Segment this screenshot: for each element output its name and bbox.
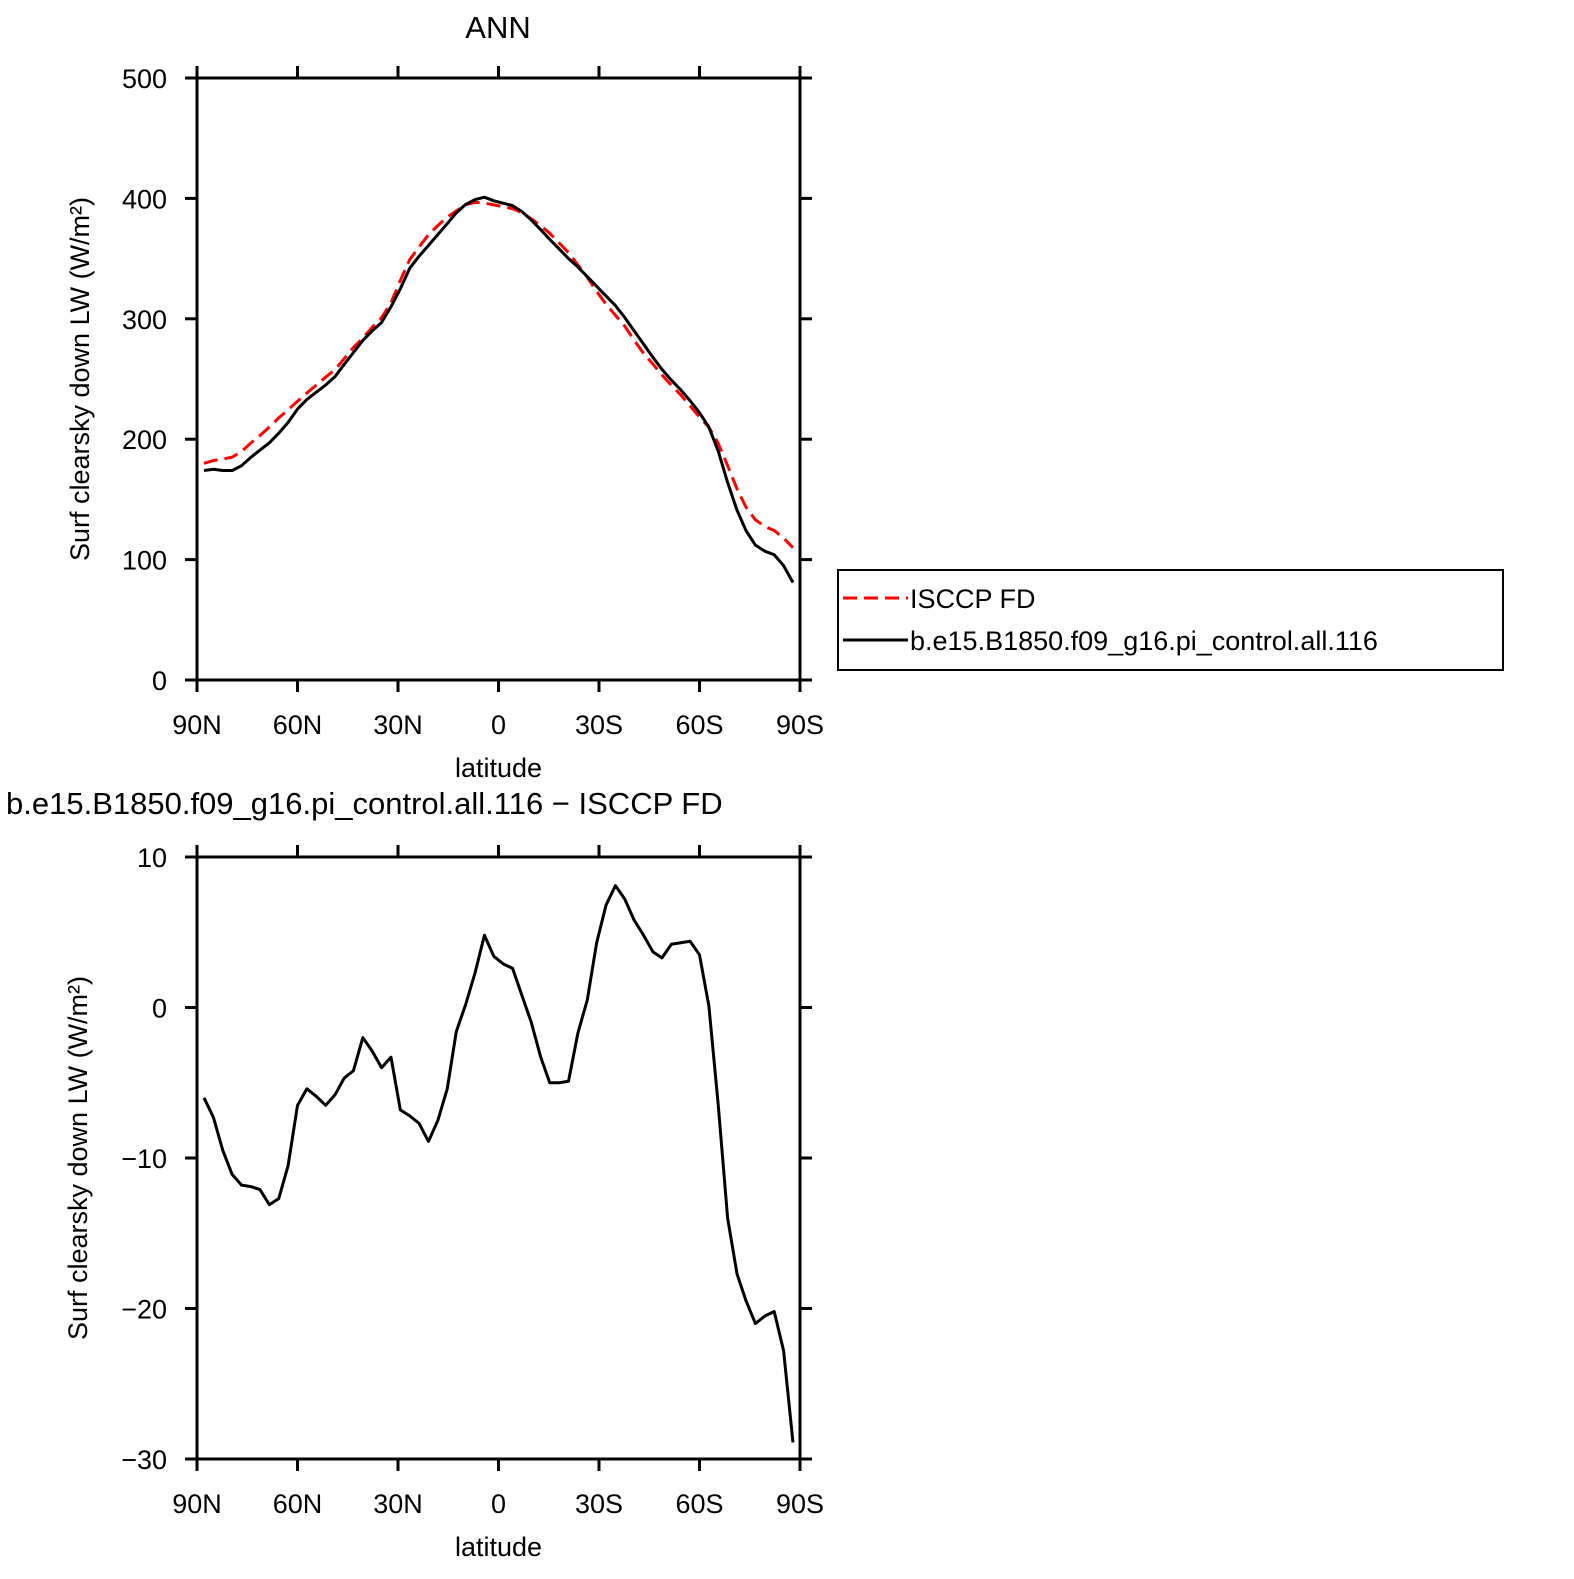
x-tick-label: 60N (273, 1489, 323, 1519)
y-tick-label: −20 (121, 1295, 167, 1325)
x-tick-label: 90S (776, 710, 824, 740)
x-axis-label: latitude (455, 753, 542, 783)
x-tick-label: 90S (776, 1489, 824, 1519)
data-line (203, 200, 795, 549)
legend-label: ISCCP FD (910, 584, 1036, 614)
x-tick-label: 0 (491, 1489, 506, 1519)
y-tick-label: 0 (152, 994, 167, 1024)
data-line (203, 195, 795, 584)
x-tick-label: 60S (675, 710, 723, 740)
x-axis-label: latitude (455, 1532, 542, 1562)
chart-title: b.e15.B1850.f09_g16.pi_control.all.116 −… (6, 786, 723, 821)
x-tick-label: 90N (172, 1489, 222, 1519)
y-tick-label: 10 (137, 843, 167, 873)
x-tick-label: 30N (373, 710, 423, 740)
legend-box (837, 569, 1504, 671)
y-axis-label: Surf clearsky down LW (W/m²) (65, 197, 95, 561)
y-tick-label: 0 (152, 666, 167, 696)
x-tick-label: 30S (575, 1489, 623, 1519)
x-tick-label: 60S (675, 1489, 723, 1519)
y-tick-label: 200 (122, 425, 167, 455)
y-tick-label: 100 (122, 546, 167, 576)
y-tick-label: −10 (121, 1144, 167, 1174)
x-tick-label: 90N (172, 710, 222, 740)
y-tick-label: 500 (122, 64, 167, 94)
y-tick-label: −30 (121, 1445, 167, 1475)
y-axis-label: Surf clearsky down LW (W/m²) (63, 976, 93, 1340)
y-tick-label: 300 (122, 305, 167, 335)
x-tick-label: 30N (373, 1489, 423, 1519)
x-tick-label: 30S (575, 710, 623, 740)
plot-frame (195, 855, 802, 1461)
legend-label: b.e15.B1850.f09_g16.pi_control.all.116 (910, 626, 1378, 656)
plot-frame (195, 76, 802, 682)
y-tick-label: 400 (122, 184, 167, 214)
x-tick-label: 60N (273, 710, 323, 740)
data-line (202, 884, 795, 1443)
chart-title: ANN (465, 10, 530, 45)
x-tick-label: 0 (491, 710, 506, 740)
